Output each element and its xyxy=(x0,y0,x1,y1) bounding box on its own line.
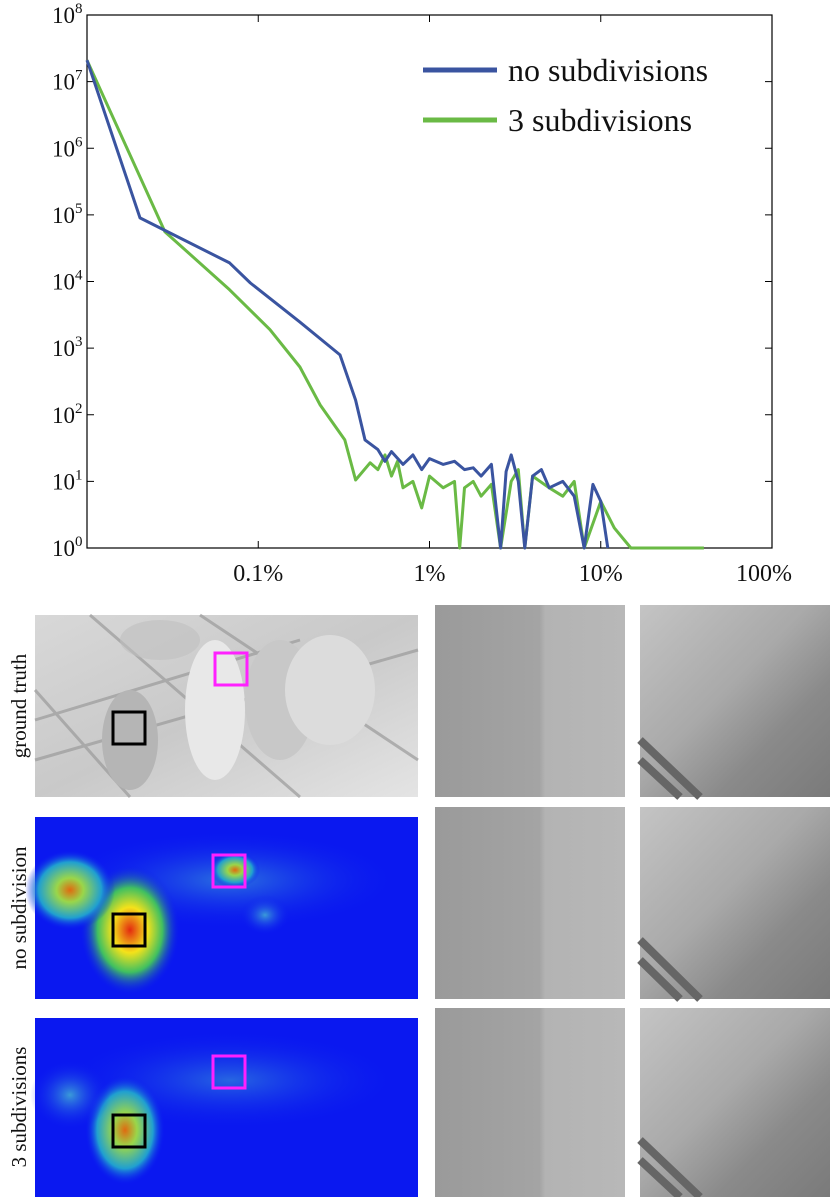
y-tick-label: 104 xyxy=(52,268,83,295)
y-tick-exponent: 3 xyxy=(75,334,83,350)
row-label: 3 subdivisions xyxy=(7,1047,31,1168)
legend-label: 3 subdivisions xyxy=(508,102,692,138)
y-tick-exponent: 6 xyxy=(75,134,83,150)
x-tick-label: 100% xyxy=(736,561,792,587)
crop-image xyxy=(435,1008,625,1197)
y-tick-exponent: 7 xyxy=(75,68,83,84)
y-tick-exponent: 2 xyxy=(75,401,83,417)
no-subdivision-row xyxy=(25,807,830,1002)
y-tick-label: 100 xyxy=(52,534,83,561)
y-tick-label: 106 xyxy=(52,134,83,161)
y-tick-base: 10 xyxy=(52,336,75,361)
x-tick-label: 10% xyxy=(579,561,623,587)
y-tick-label: 103 xyxy=(52,334,83,361)
crop-image xyxy=(435,605,625,797)
crop-image xyxy=(435,807,625,999)
row-label: no subdivision xyxy=(7,846,31,970)
y-tick-base: 10 xyxy=(52,403,75,428)
series-line xyxy=(85,59,610,550)
x-tick-label: 0.1% xyxy=(233,561,283,587)
y-tick-label: 107 xyxy=(52,68,83,95)
legend-label: no subdivisions xyxy=(508,52,708,88)
y-tick-base: 10 xyxy=(52,136,75,161)
y-tick-base: 10 xyxy=(52,469,75,494)
y-tick-label: 108 xyxy=(52,1,83,28)
y-tick-exponent: 1 xyxy=(75,467,83,483)
y-tick-exponent: 8 xyxy=(75,1,83,17)
image-grid: ground truth no subdivision 3 subdivisio… xyxy=(7,605,830,1200)
y-tick-exponent: 5 xyxy=(75,201,83,217)
x-tick-label: 1% xyxy=(414,561,446,587)
y-tick-base: 10 xyxy=(52,270,75,295)
y-tick-base: 10 xyxy=(52,536,75,561)
y-tick-label: 101 xyxy=(52,467,83,494)
y-tick-base: 10 xyxy=(52,203,75,228)
y-tick-exponent: 4 xyxy=(75,268,83,284)
plot-frame xyxy=(86,14,773,549)
y-tick-base: 10 xyxy=(52,70,75,95)
y-tick-label: 105 xyxy=(52,201,83,228)
three-subdivisions-row xyxy=(30,1008,830,1200)
y-tick-base: 10 xyxy=(52,3,75,28)
ground-truth-row xyxy=(33,605,830,800)
y-tick-exponent: 0 xyxy=(75,534,83,550)
row-label: ground truth xyxy=(7,653,31,758)
y-tick-label: 102 xyxy=(52,401,83,428)
